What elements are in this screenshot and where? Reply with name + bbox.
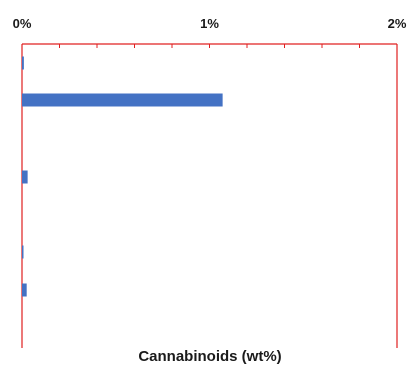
bar	[22, 283, 27, 297]
x-axis-ticks	[21, 44, 398, 48]
bar	[22, 170, 28, 184]
plot-frame	[21, 43, 398, 348]
x-axis-title: Cannabinoids (wt%)	[138, 348, 281, 365]
bars	[22, 56, 223, 297]
bar	[22, 93, 223, 107]
x-tick-label: 1%	[200, 16, 219, 31]
x-tick-label: 0%	[13, 16, 32, 31]
x-tick-label: 2%	[388, 16, 407, 31]
x-axis-tick-labels: 0% 1% 2%	[13, 16, 407, 31]
bar	[22, 245, 24, 259]
bar	[22, 56, 24, 70]
